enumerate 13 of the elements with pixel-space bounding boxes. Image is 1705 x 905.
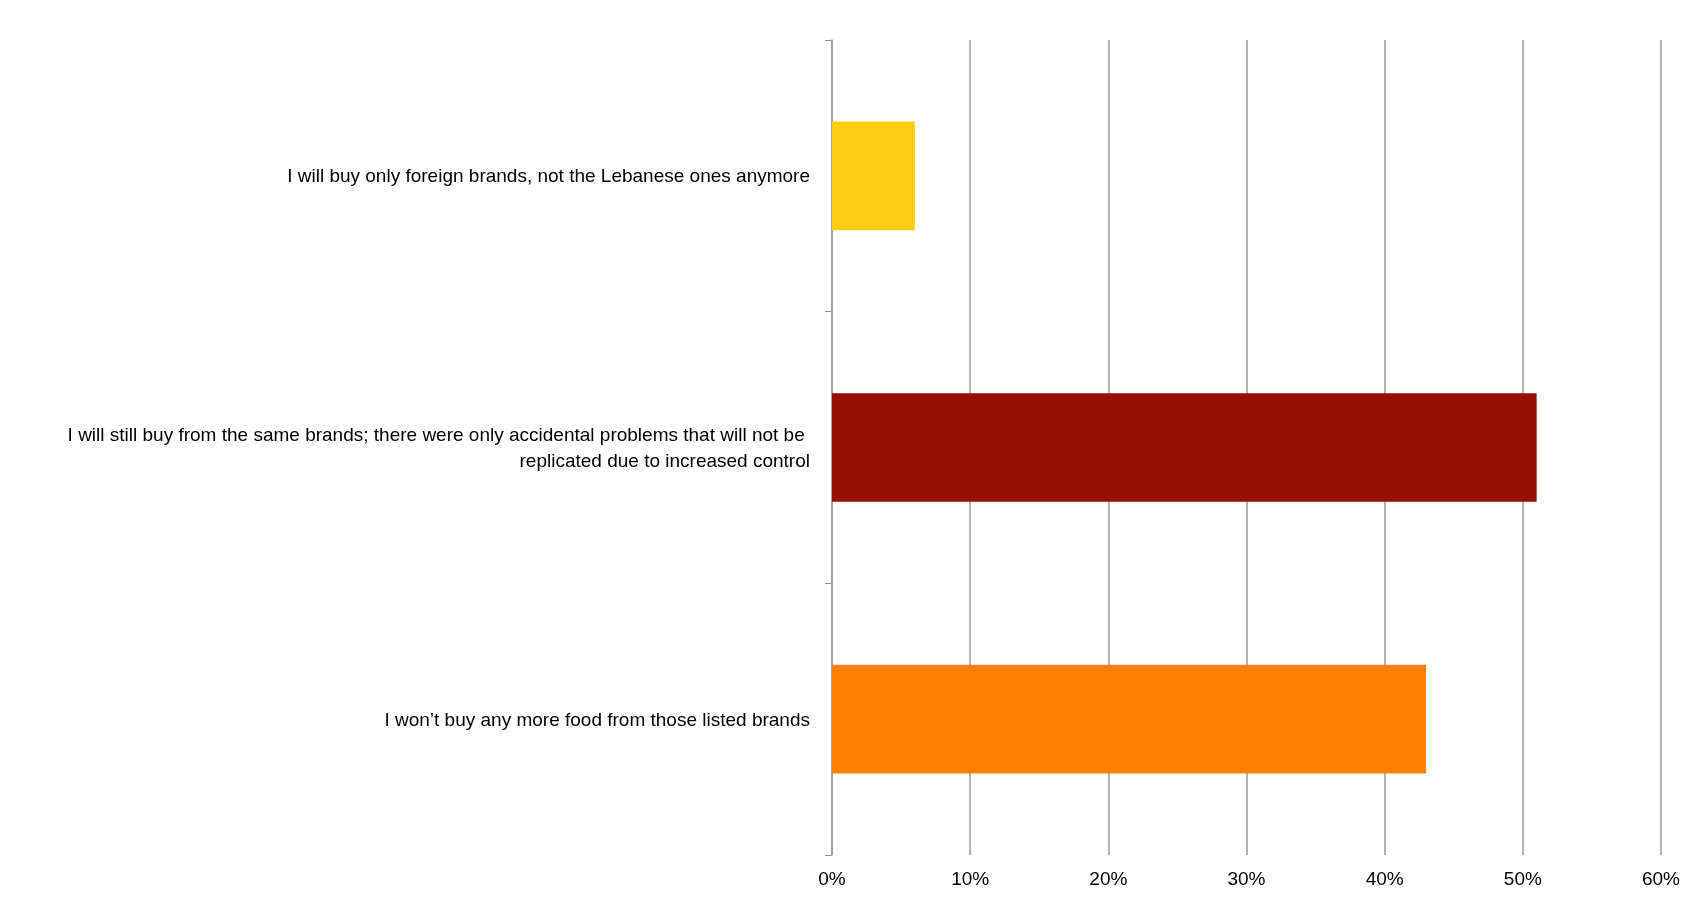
x-tick-label: 10% — [951, 868, 990, 889]
x-tick-label: 20% — [1089, 868, 1128, 889]
x-tick-label: 0% — [818, 868, 846, 889]
y-tick-label: I will still buy from the same brands; there were only accidental problems that will not be replicated due to increased control — [67, 424, 810, 471]
bar — [832, 121, 915, 231]
bar — [832, 393, 1537, 502]
y-tick-label: I will buy only foreign brands, not the Lebanese ones anymore — [287, 165, 810, 187]
x-tick-label: 30% — [1227, 868, 1266, 889]
x-tick-label: 40% — [1365, 868, 1404, 889]
x-tick-label: 50% — [1503, 868, 1542, 889]
bar — [832, 664, 1427, 774]
y-tick-label: I won’t buy any more food from those listed brands — [384, 708, 810, 730]
x-tick-label: 60% — [1641, 868, 1681, 889]
